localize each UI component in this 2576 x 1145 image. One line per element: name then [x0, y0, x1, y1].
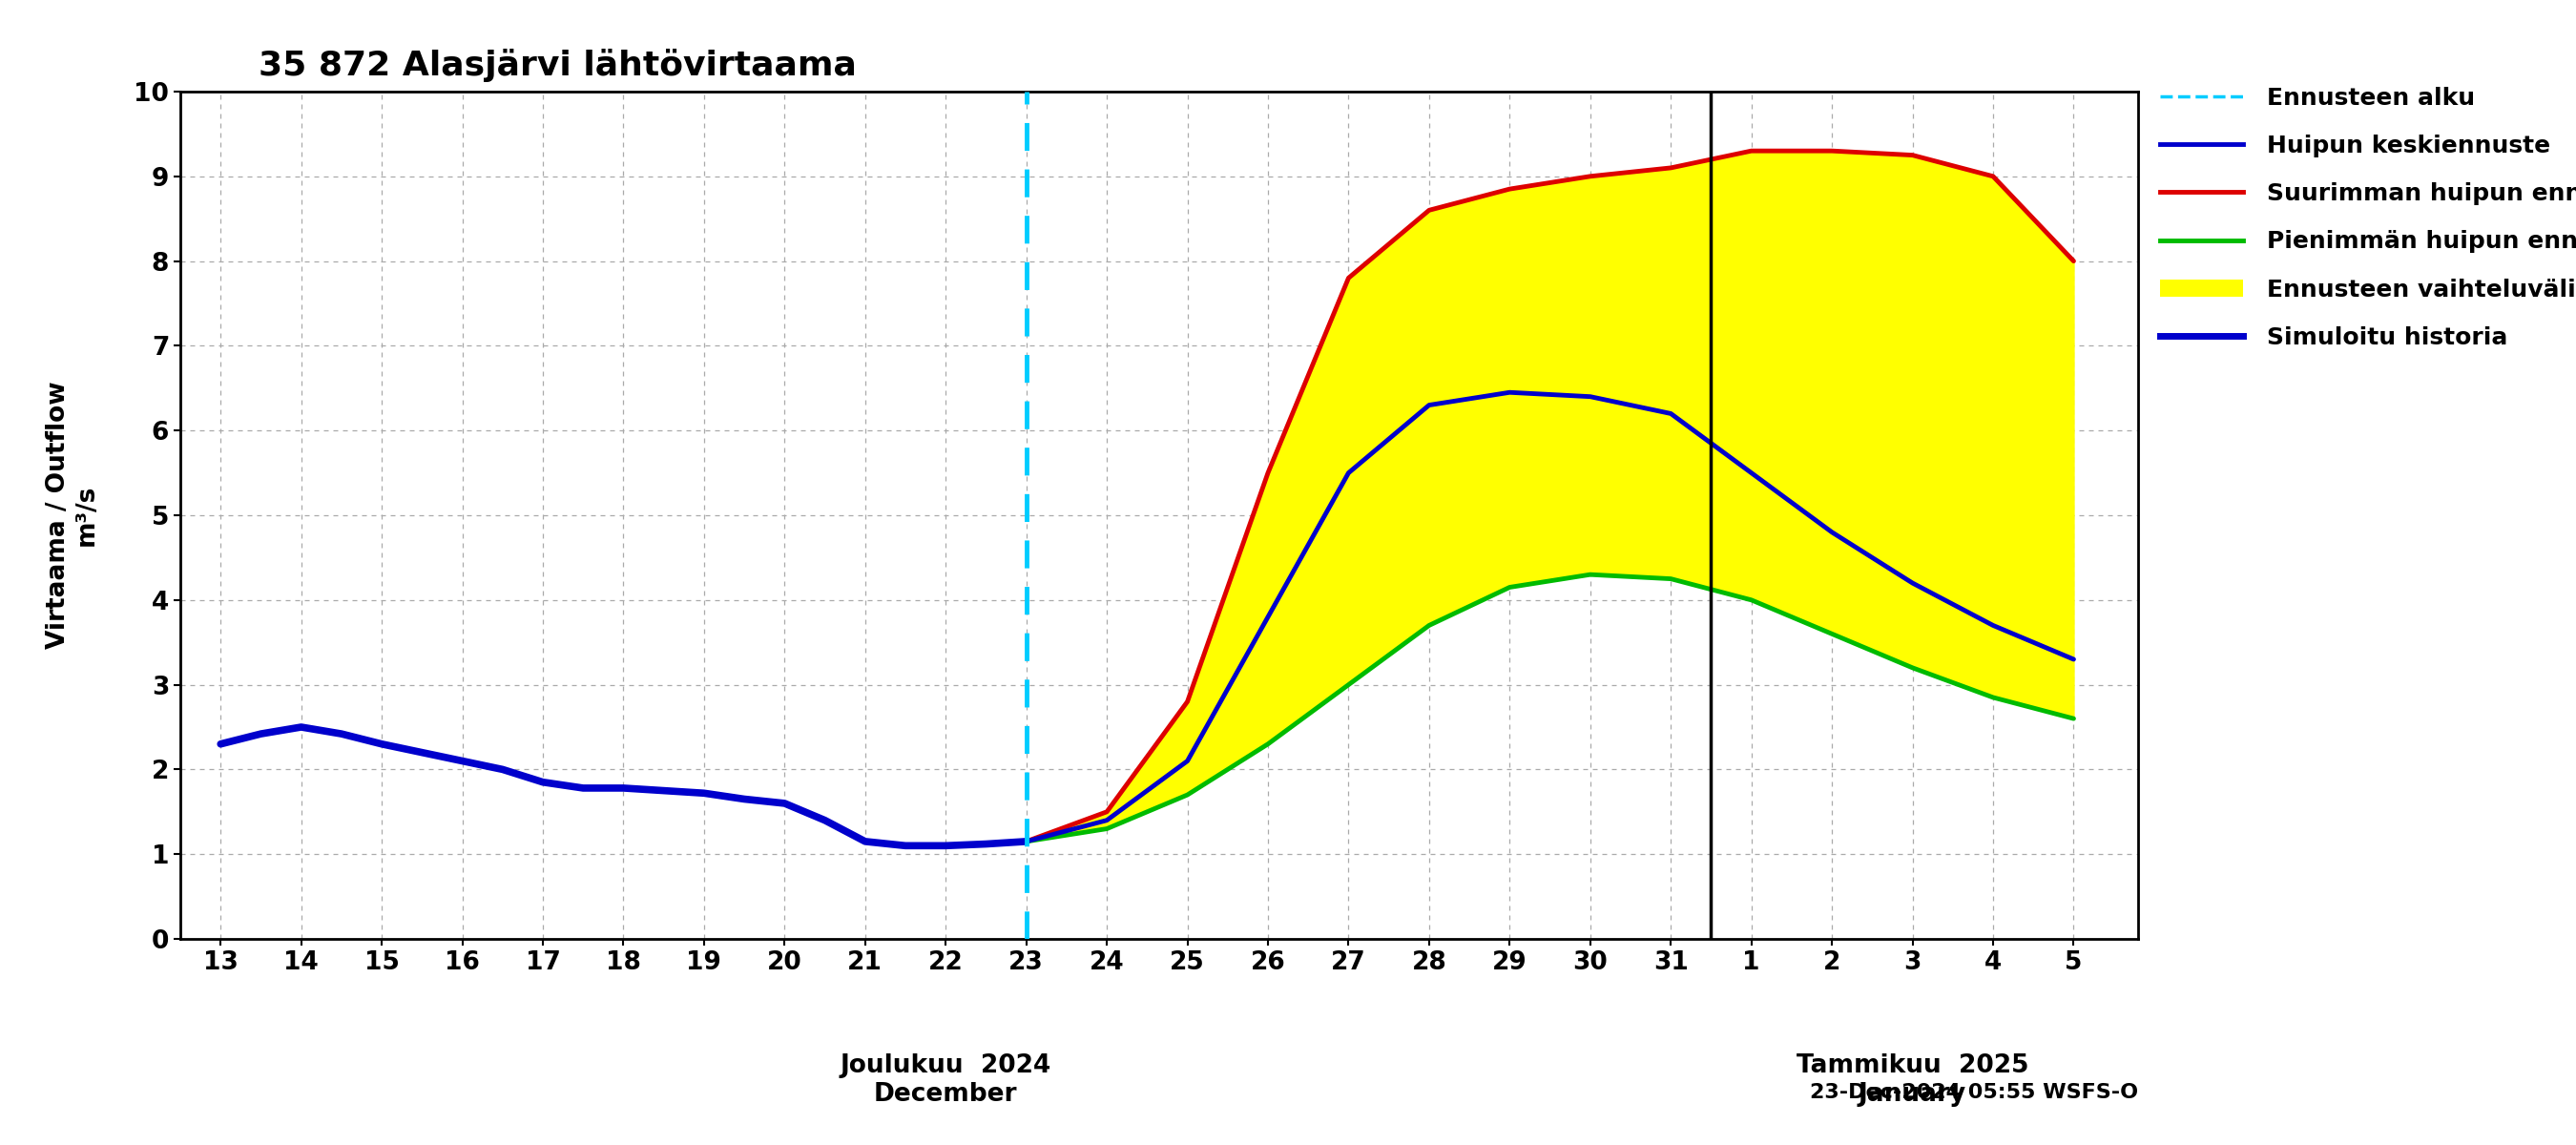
Text: 35 872 Alasjärvi lähtövirtaama: 35 872 Alasjärvi lähtövirtaama: [258, 49, 858, 82]
Text: Tammikuu  2025
January: Tammikuu 2025 January: [1795, 1053, 2030, 1107]
Text: 23-Dec-2024 05:55 WSFS-O: 23-Dec-2024 05:55 WSFS-O: [1811, 1083, 2138, 1101]
Text: Joulukuu  2024
December: Joulukuu 2024 December: [840, 1053, 1051, 1107]
Text: Virtaama / Outflow
m³/s: Virtaama / Outflow m³/s: [46, 381, 100, 649]
Legend: Ennusteen alku, Huipun keskiennuste, Suurimman huipun ennuste, Pienimmän huipun : Ennusteen alku, Huipun keskiennuste, Suu…: [2159, 87, 2576, 349]
